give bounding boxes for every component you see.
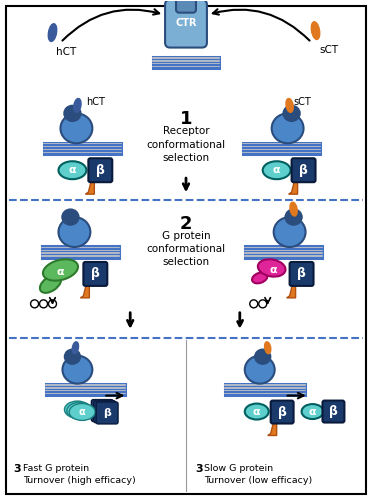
Polygon shape (286, 284, 296, 298)
FancyBboxPatch shape (323, 400, 344, 422)
Polygon shape (86, 180, 94, 194)
Text: α: α (68, 165, 76, 175)
Polygon shape (80, 284, 89, 298)
Polygon shape (289, 180, 298, 194)
FancyBboxPatch shape (271, 400, 294, 423)
Ellipse shape (67, 402, 93, 419)
FancyBboxPatch shape (83, 262, 107, 286)
Text: 3: 3 (195, 464, 203, 474)
Ellipse shape (72, 342, 78, 353)
Text: hCT: hCT (86, 98, 105, 108)
Text: α: α (270, 265, 278, 275)
Text: β: β (96, 164, 105, 176)
FancyBboxPatch shape (290, 262, 314, 286)
Ellipse shape (62, 356, 92, 384)
FancyBboxPatch shape (176, 0, 196, 12)
Text: 2: 2 (180, 215, 192, 233)
Text: 3: 3 (14, 464, 21, 474)
Text: sCT: sCT (294, 98, 311, 108)
Text: β: β (297, 268, 306, 280)
Ellipse shape (61, 114, 92, 144)
Text: α: α (273, 165, 280, 175)
Ellipse shape (285, 209, 302, 225)
FancyBboxPatch shape (243, 142, 321, 155)
Text: β: β (278, 406, 286, 418)
Ellipse shape (290, 202, 297, 216)
FancyBboxPatch shape (225, 383, 305, 396)
Ellipse shape (74, 98, 81, 112)
FancyBboxPatch shape (44, 142, 121, 155)
FancyBboxPatch shape (245, 246, 323, 258)
Ellipse shape (48, 24, 57, 42)
FancyBboxPatch shape (42, 246, 119, 258)
Ellipse shape (302, 404, 324, 419)
Text: sCT: sCT (320, 44, 339, 54)
Ellipse shape (43, 260, 78, 280)
Ellipse shape (264, 342, 271, 353)
Ellipse shape (286, 98, 293, 112)
FancyBboxPatch shape (96, 402, 118, 424)
Ellipse shape (64, 349, 80, 364)
Polygon shape (268, 422, 277, 436)
Ellipse shape (69, 404, 95, 420)
Circle shape (39, 300, 48, 308)
Ellipse shape (64, 106, 81, 122)
Text: β: β (329, 405, 338, 418)
Text: hCT: hCT (57, 46, 77, 56)
FancyBboxPatch shape (45, 383, 125, 396)
Text: Receptor
conformational
selection: Receptor conformational selection (147, 126, 225, 162)
FancyBboxPatch shape (153, 56, 219, 69)
Text: G protein
conformational
selection: G protein conformational selection (147, 231, 225, 268)
Text: CTR: CTR (175, 18, 197, 28)
Circle shape (48, 300, 57, 308)
Text: β: β (91, 268, 100, 280)
Text: α: α (309, 406, 316, 416)
Ellipse shape (258, 260, 285, 276)
Ellipse shape (58, 161, 86, 179)
Text: α: α (79, 407, 86, 417)
Circle shape (31, 300, 39, 308)
Text: α: α (57, 267, 64, 277)
Ellipse shape (58, 217, 90, 247)
Ellipse shape (255, 349, 271, 364)
Ellipse shape (283, 106, 300, 122)
Ellipse shape (252, 272, 267, 283)
FancyBboxPatch shape (92, 400, 113, 421)
FancyBboxPatch shape (94, 401, 116, 422)
Ellipse shape (245, 404, 269, 419)
Ellipse shape (311, 22, 320, 40)
Text: Fast G protein
Turnover (high efficacy): Fast G protein Turnover (high efficacy) (23, 464, 135, 485)
Text: β: β (299, 164, 308, 176)
Text: β: β (103, 408, 111, 418)
FancyBboxPatch shape (165, 0, 207, 48)
Ellipse shape (272, 114, 304, 144)
Ellipse shape (263, 161, 291, 179)
Circle shape (250, 300, 258, 308)
Ellipse shape (245, 356, 275, 384)
Text: α: α (253, 406, 260, 416)
Ellipse shape (64, 401, 90, 418)
FancyBboxPatch shape (89, 158, 112, 182)
Circle shape (259, 300, 267, 308)
Text: Slow G protein
Turnover (low efficacy): Slow G protein Turnover (low efficacy) (204, 464, 312, 485)
Text: 1: 1 (180, 110, 192, 128)
Ellipse shape (62, 209, 79, 225)
FancyBboxPatch shape (292, 158, 315, 182)
Ellipse shape (40, 275, 61, 293)
Ellipse shape (274, 217, 305, 247)
